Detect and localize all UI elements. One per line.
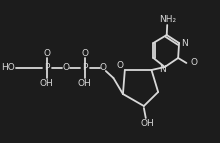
Text: N: N — [160, 65, 166, 75]
Text: HO: HO — [1, 63, 15, 73]
Text: O: O — [190, 58, 197, 67]
Text: O: O — [117, 60, 124, 69]
Text: NH₂: NH₂ — [159, 14, 176, 23]
Text: N: N — [181, 38, 188, 47]
Text: P: P — [82, 63, 88, 73]
Text: OH: OH — [78, 79, 92, 88]
Text: O: O — [62, 63, 69, 73]
Text: O: O — [81, 48, 88, 57]
Text: OH: OH — [141, 120, 155, 129]
Text: O: O — [43, 48, 50, 57]
Text: P: P — [44, 63, 50, 73]
Text: O: O — [99, 63, 106, 73]
Text: OH: OH — [40, 79, 54, 88]
